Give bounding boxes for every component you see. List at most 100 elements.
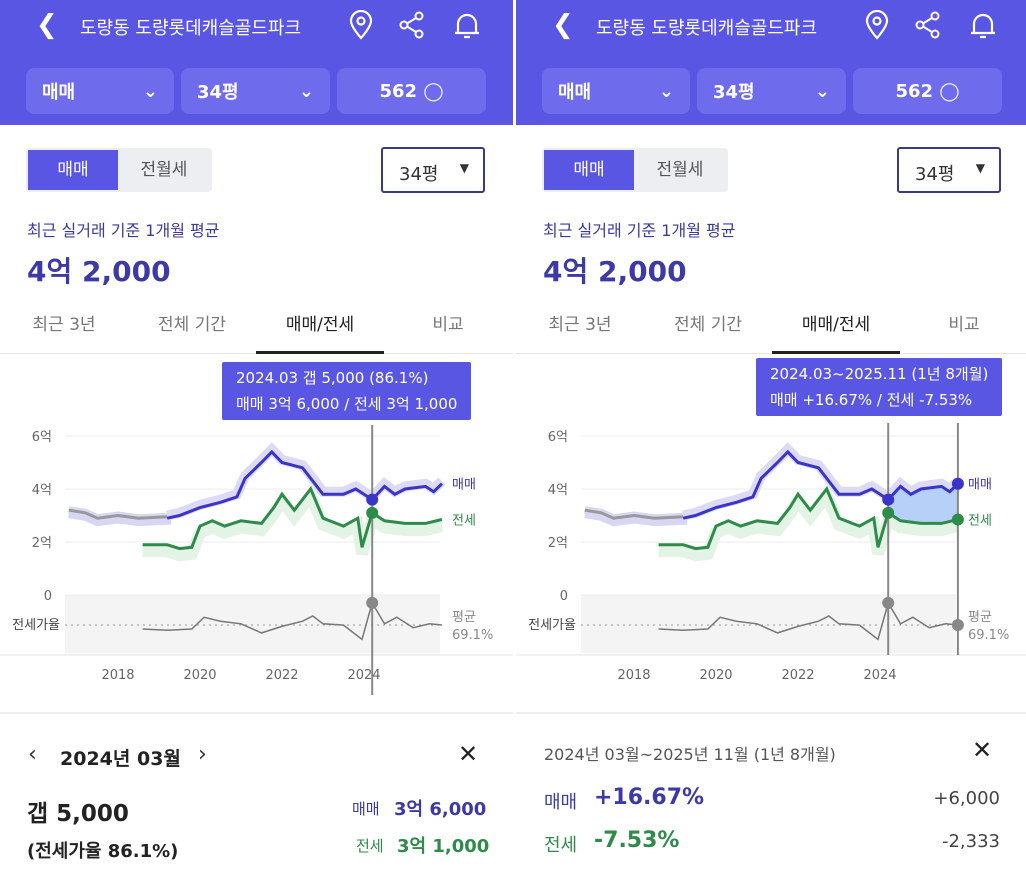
ratio-average-value: 69.1%: [968, 628, 1009, 643]
chevron-down-icon: ⌄: [298, 80, 314, 102]
deal-segment: 매매 전월세: [26, 148, 212, 192]
gap-value: 갭 5,000: [27, 801, 129, 827]
comments-button[interactable]: 562 ◯: [337, 68, 486, 114]
sale-value: 3억 6,000: [394, 799, 487, 820]
chevron-left-icon[interactable]: ❮: [36, 10, 58, 40]
divider: [516, 712, 1026, 714]
sale-early-line: [584, 508, 684, 520]
caret-down-icon: ▼: [975, 161, 985, 175]
share-icon[interactable]: [398, 10, 426, 46]
close-icon[interactable]: ✕: [972, 736, 993, 764]
divider: [0, 712, 513, 714]
sale-line: [166, 449, 443, 520]
chevron-left-icon[interactable]: ❮: [552, 10, 574, 40]
ratio-axis-label: 전세가율: [528, 618, 576, 633]
x-tick-label: 2024: [347, 668, 380, 683]
segment-rent[interactable]: 전월세: [656, 160, 704, 180]
ratio-average-label: 평균: [968, 610, 992, 625]
tab-sale-jeonse[interactable]: 매매/전세: [285, 315, 355, 335]
jeonse-change-amount: -2,333: [941, 831, 1000, 852]
jeonse-value: 3억 1,000: [397, 836, 490, 857]
tab-recent-3y[interactable]: 최근 3년: [548, 315, 612, 335]
x-tick-label: 2018: [101, 668, 134, 683]
sale-label: 매매: [352, 800, 380, 818]
size-select[interactable]: 34평 ▼: [897, 147, 1001, 193]
chevron-down-icon: ⌄: [814, 80, 830, 102]
share-icon[interactable]: [914, 10, 942, 46]
y-tick-label: 2억: [548, 536, 568, 551]
tab-compare[interactable]: 비교: [948, 315, 980, 335]
jeonse-label: 전세: [356, 837, 384, 855]
legend-jeonse: 전세: [452, 513, 476, 528]
chevron-down-icon: ⌄: [142, 80, 158, 102]
page-title: 도량동 도량롯데캐슬골드파크: [80, 18, 302, 39]
active-tab-underline: [772, 351, 900, 354]
sale-range-band: [166, 442, 446, 521]
page-title: 도량동 도량롯데캐슬골드파크: [596, 18, 818, 39]
map-pin-icon[interactable]: [864, 9, 890, 46]
y-tick-label: 4억: [32, 483, 52, 498]
range-gap-fill: [888, 483, 958, 524]
chevron-down-icon: ⌄: [658, 80, 674, 102]
tab-compare[interactable]: 비교: [432, 315, 464, 335]
tab-sale-jeonse[interactable]: 매매/전세: [801, 315, 871, 335]
bell-icon[interactable]: [968, 10, 998, 46]
ratio-point: [951, 619, 964, 631]
tab-recent-3y[interactable]: 최근 3년: [32, 315, 96, 335]
ratio-point: [366, 596, 379, 609]
size-select[interactable]: 34평 ▼: [381, 147, 485, 193]
segment-sale[interactable]: 매매: [28, 150, 118, 190]
sale-change-amount: +6,000: [933, 788, 1000, 809]
x-tick-label: 2018: [617, 668, 650, 683]
map-pin-icon[interactable]: [348, 9, 374, 46]
jeonse-line: [658, 486, 959, 551]
x-tick-label: 2024: [863, 668, 896, 683]
chart-tooltip: 2024.03 갭 5,000 (86.1%) 매매 3억 6,000 / 전세 …: [222, 362, 472, 420]
sale-early-line: [68, 508, 168, 520]
tab-all-period[interactable]: 전체 기간: [674, 315, 742, 335]
sale-point: [882, 493, 895, 506]
ratio-average-value: 69.1%: [452, 628, 493, 643]
legend-sale: 매매: [968, 478, 992, 493]
prev-month-icon[interactable]: ‹: [28, 742, 37, 767]
deal-type-dropdown[interactable]: 매매 ⌄: [26, 68, 174, 114]
deal-segment: 매매 전월세: [542, 148, 728, 192]
summary-value: 4억 2,000: [27, 255, 171, 288]
size-dropdown[interactable]: 34평 ⌄: [181, 68, 330, 114]
sale-label: 매매: [544, 792, 578, 813]
jeonse-ratio: (전세가율 86.1%): [27, 841, 179, 862]
jeonse-point: [366, 506, 379, 519]
detail-month: 2024년 03월: [60, 748, 181, 770]
segment-rent[interactable]: 전월세: [140, 160, 188, 180]
tab-all-period[interactable]: 전체 기간: [158, 315, 226, 335]
bell-icon[interactable]: [452, 10, 482, 46]
detail-period: 2024년 03월~2025년 11월 (1년 8개월): [544, 745, 836, 764]
left-screen: ❮ 도량동 도량롯데캐슬골드파크 매매 ⌄ 34평 ⌄ 562 ◯ 매매 전월세 3…: [0, 0, 513, 862]
sale-change-pct: +16.67%: [594, 785, 705, 810]
summary-label: 최근 실거래 기준 1개월 평균: [543, 221, 736, 240]
sale-line: [682, 449, 959, 520]
close-icon[interactable]: ✕: [458, 740, 479, 768]
y-tick-label: 6억: [548, 430, 568, 445]
segment-sale[interactable]: 매매: [544, 150, 634, 190]
summary-value: 4억 2,000: [543, 255, 687, 288]
ratio-line: [142, 601, 442, 641]
y-tick-label: 0: [560, 589, 568, 604]
y-tick-label: 6억: [32, 430, 52, 445]
caret-down-icon: ▼: [459, 161, 469, 175]
divider: [516, 353, 1026, 354]
jeonse-label: 전세: [544, 835, 578, 856]
comments-button[interactable]: 562 ◯: [853, 68, 1002, 114]
x-tick-label: 2020: [699, 668, 732, 683]
deal-type-dropdown[interactable]: 매매 ⌄: [542, 68, 690, 114]
size-dropdown[interactable]: 34평 ⌄: [697, 68, 846, 114]
jeonse-change-pct: -7.53%: [594, 828, 680, 853]
x-tick-label: 2022: [781, 668, 814, 683]
y-tick-label: 2억: [32, 536, 52, 551]
sale-point: [951, 477, 964, 490]
next-month-icon[interactable]: ›: [198, 742, 207, 767]
jeonse-point: [882, 506, 895, 519]
sale-point: [366, 493, 379, 506]
